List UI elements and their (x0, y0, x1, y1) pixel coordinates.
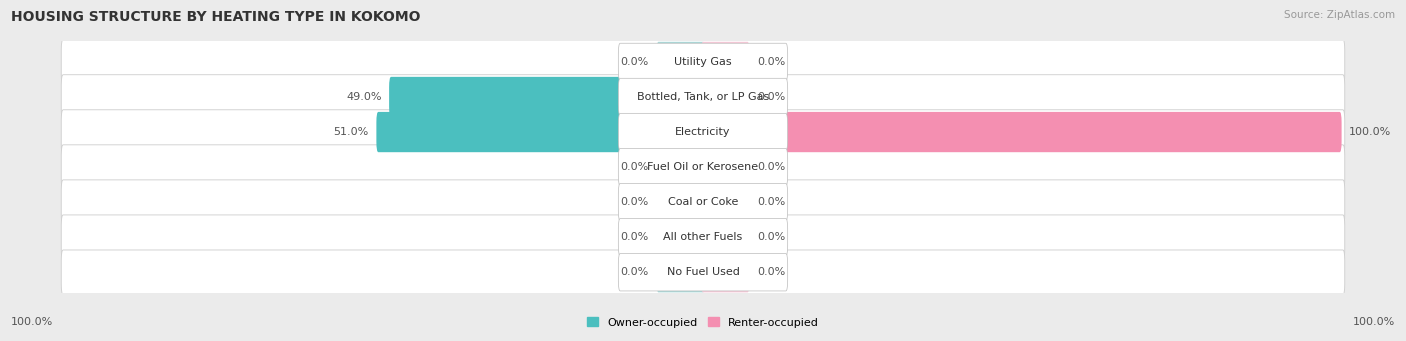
FancyBboxPatch shape (702, 147, 749, 187)
Text: 100.0%: 100.0% (1350, 127, 1392, 137)
Text: Utility Gas: Utility Gas (675, 57, 731, 67)
FancyBboxPatch shape (62, 40, 1344, 84)
Text: 0.0%: 0.0% (756, 197, 786, 207)
Text: Bottled, Tank, or LP Gas: Bottled, Tank, or LP Gas (637, 92, 769, 102)
FancyBboxPatch shape (62, 180, 1344, 224)
FancyBboxPatch shape (702, 217, 749, 257)
Text: 0.0%: 0.0% (620, 197, 650, 207)
FancyBboxPatch shape (377, 112, 704, 152)
Text: Electricity: Electricity (675, 127, 731, 137)
Text: 0.0%: 0.0% (756, 57, 786, 67)
FancyBboxPatch shape (619, 113, 787, 151)
FancyBboxPatch shape (657, 147, 704, 187)
Text: 0.0%: 0.0% (756, 162, 786, 172)
FancyBboxPatch shape (657, 252, 704, 292)
Text: 100.0%: 100.0% (11, 317, 53, 327)
FancyBboxPatch shape (62, 145, 1344, 189)
Text: 0.0%: 0.0% (756, 232, 786, 242)
Text: 49.0%: 49.0% (346, 92, 381, 102)
FancyBboxPatch shape (62, 215, 1344, 260)
Text: All other Fuels: All other Fuels (664, 232, 742, 242)
Text: Source: ZipAtlas.com: Source: ZipAtlas.com (1284, 10, 1395, 20)
Text: 0.0%: 0.0% (620, 57, 650, 67)
Legend: Owner-occupied, Renter-occupied: Owner-occupied, Renter-occupied (582, 313, 824, 332)
Text: Coal or Coke: Coal or Coke (668, 197, 738, 207)
Text: Fuel Oil or Kerosene: Fuel Oil or Kerosene (647, 162, 759, 172)
Text: 0.0%: 0.0% (620, 162, 650, 172)
Text: 51.0%: 51.0% (333, 127, 368, 137)
Text: 0.0%: 0.0% (756, 92, 786, 102)
FancyBboxPatch shape (619, 148, 787, 186)
FancyBboxPatch shape (702, 252, 749, 292)
FancyBboxPatch shape (619, 253, 787, 291)
FancyBboxPatch shape (702, 77, 749, 117)
FancyBboxPatch shape (619, 78, 787, 116)
FancyBboxPatch shape (657, 42, 704, 82)
Text: 100.0%: 100.0% (1353, 317, 1395, 327)
FancyBboxPatch shape (657, 182, 704, 222)
FancyBboxPatch shape (702, 112, 1341, 152)
FancyBboxPatch shape (619, 43, 787, 81)
FancyBboxPatch shape (619, 183, 787, 221)
FancyBboxPatch shape (62, 110, 1344, 154)
FancyBboxPatch shape (619, 219, 787, 256)
FancyBboxPatch shape (702, 182, 749, 222)
Text: No Fuel Used: No Fuel Used (666, 267, 740, 277)
FancyBboxPatch shape (657, 217, 704, 257)
Text: 0.0%: 0.0% (756, 267, 786, 277)
FancyBboxPatch shape (389, 77, 704, 117)
FancyBboxPatch shape (62, 250, 1344, 295)
Text: HOUSING STRUCTURE BY HEATING TYPE IN KOKOMO: HOUSING STRUCTURE BY HEATING TYPE IN KOK… (11, 10, 420, 24)
Text: 0.0%: 0.0% (620, 232, 650, 242)
FancyBboxPatch shape (62, 75, 1344, 119)
Text: 0.0%: 0.0% (620, 267, 650, 277)
FancyBboxPatch shape (702, 42, 749, 82)
